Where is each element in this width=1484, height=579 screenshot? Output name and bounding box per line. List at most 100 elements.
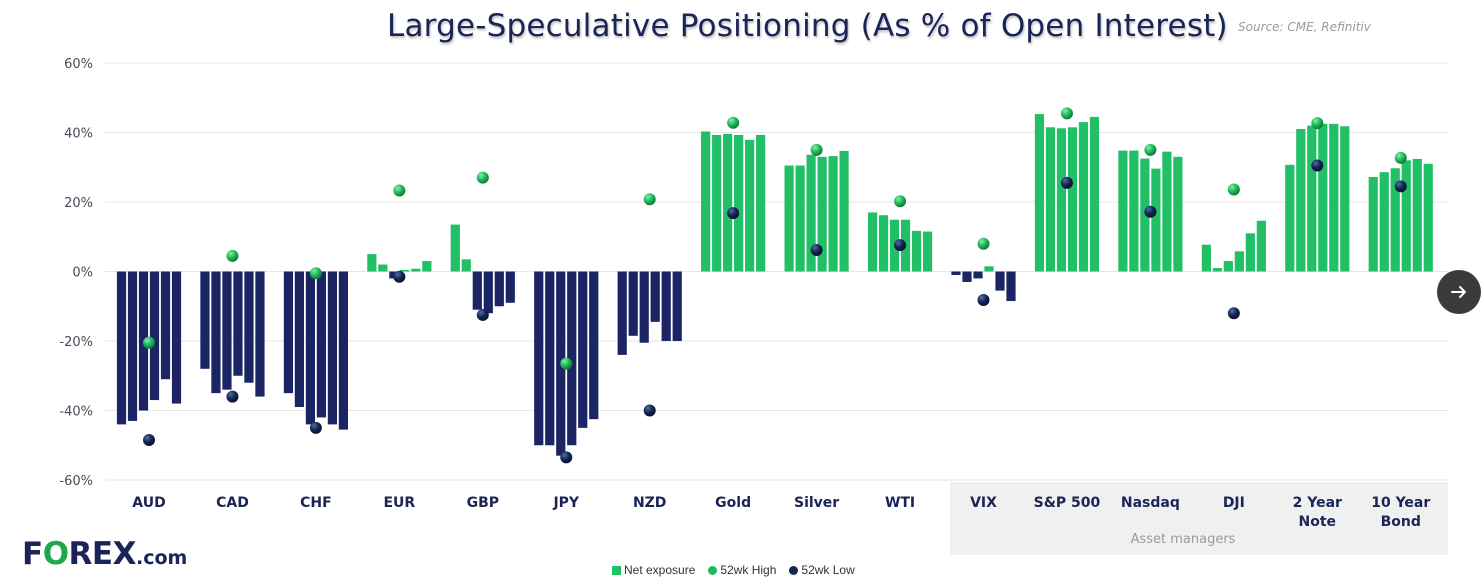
legend-net-label: Net exposure — [624, 563, 696, 577]
net-exposure-bar — [867, 212, 878, 272]
net-exposure-bar — [422, 261, 432, 272]
net-exposure-bar — [116, 271, 127, 425]
net-exposure-bar — [734, 134, 744, 272]
52wk-high-marker — [226, 249, 239, 262]
net-exposure-bar — [984, 266, 994, 272]
net-exposure-bar — [472, 271, 482, 310]
net-exposure-bar — [505, 271, 515, 303]
x-category-label: Nasdaq — [1121, 495, 1180, 511]
net-exposure-bar — [483, 271, 493, 314]
legend-52wk-high: 52wk High — [708, 563, 776, 577]
y-tick-label: -20% — [59, 335, 93, 350]
52wk-low-marker — [309, 421, 322, 434]
x-category-label: WTI — [885, 495, 915, 511]
net-exposure-bar — [233, 271, 243, 376]
52wk-high-marker — [727, 116, 740, 129]
net-exposure-bar — [672, 271, 682, 341]
net-exposure-bar — [839, 150, 849, 272]
x-category-label: CAD — [216, 495, 249, 511]
y-tick-label: 40% — [64, 127, 93, 142]
52wk-high-marker — [894, 195, 907, 208]
52wk-high-marker — [643, 193, 656, 206]
net-exposure-bar — [784, 165, 794, 272]
52wk-low-marker — [1227, 307, 1240, 320]
x-category-label: GBP — [467, 495, 499, 511]
net-exposure-bar — [294, 271, 304, 408]
net-exposure-bar — [995, 271, 1005, 291]
net-exposure-bar — [1173, 156, 1183, 272]
legend-net-exposure: Net exposure — [612, 563, 695, 577]
y-tick-label: 20% — [64, 196, 93, 211]
52wk-low-marker — [476, 308, 489, 321]
y-axis-ticks: 60% 40% 20% 0% -20% -40% -60% — [59, 57, 93, 489]
legend-high-label: 52wk High — [720, 563, 777, 577]
net-exposure-bar — [745, 139, 755, 272]
net-exposure-bar — [589, 271, 599, 420]
net-exposure-bar — [962, 271, 972, 282]
net-exposure-bar — [973, 271, 983, 279]
52wk-low-marker — [226, 390, 239, 403]
net-exposure-bar — [171, 271, 182, 404]
net-exposure-bar — [450, 224, 460, 272]
52wk-low-marker — [1060, 176, 1073, 189]
x-category-label: EUR — [383, 495, 415, 511]
x-category-label: 10 Year — [1371, 495, 1430, 511]
net-exposure-bar — [1401, 160, 1411, 272]
x-category-label: Gold — [715, 495, 751, 511]
net-exposure-bar — [1307, 125, 1317, 272]
52wk-high-marker — [476, 171, 489, 184]
x-category-label: CHF — [300, 495, 332, 511]
net-exposure-bar — [222, 271, 232, 390]
net-exposure-bar — [378, 264, 388, 272]
net-exposure-bar — [817, 156, 827, 272]
net-exposure-bar — [723, 133, 733, 272]
net-exposure-bar — [316, 271, 326, 418]
net-exposure-bar — [1256, 220, 1266, 272]
net-exposure-bar — [806, 154, 816, 272]
net-exposure-bar — [756, 134, 766, 272]
net-exposure-bar — [701, 131, 711, 272]
net-exposure-bar — [617, 271, 627, 355]
net-exposure-bar — [1340, 126, 1350, 272]
x-category-label: NZD — [633, 495, 667, 511]
net-exposure-bar — [160, 271, 171, 380]
next-button[interactable] — [1437, 270, 1481, 314]
net-exposure-swatch-icon — [612, 565, 621, 575]
52wk-high-marker — [1227, 183, 1240, 196]
net-exposure-bar — [244, 271, 254, 383]
net-exposure-bar — [211, 271, 221, 394]
x-category-label: Silver — [794, 495, 839, 511]
net-exposure-bar — [1201, 244, 1211, 272]
net-exposure-bar — [545, 271, 555, 446]
logo-text-o: O — [42, 536, 69, 572]
x-category-label: S&P 500 — [1034, 495, 1101, 511]
52wk-high-marker — [560, 357, 573, 370]
legend-52wk-low: 52wk Low — [789, 563, 855, 577]
net-exposure-bar — [1151, 168, 1161, 272]
net-exposure-bar — [494, 271, 504, 307]
net-exposure-bar — [828, 156, 838, 272]
x-category-label: JPY — [552, 495, 579, 511]
52wk-low-marker — [1311, 159, 1324, 172]
net-exposure-bar — [1379, 172, 1389, 272]
net-exposure-bar — [1368, 176, 1378, 272]
net-exposure-bar — [1285, 164, 1295, 272]
y-tick-label: -60% — [59, 474, 93, 489]
net-exposure-bar — [951, 271, 961, 275]
net-exposure-bar — [922, 231, 933, 272]
y-tick-label: -40% — [59, 405, 93, 420]
52wk-high-marker — [1394, 151, 1407, 164]
markers — [143, 107, 1407, 464]
net-exposure-bar — [305, 271, 315, 425]
52wk-low-marker — [727, 207, 740, 220]
52wk-high-marker — [393, 184, 406, 197]
52wk-high-marker — [1311, 117, 1324, 130]
asset-managers-label: Asset managers — [1131, 532, 1236, 547]
logo-text-f: F — [22, 536, 43, 572]
x-category-label: 2 Year — [1293, 495, 1342, 511]
net-exposure-bar — [1129, 150, 1139, 272]
net-exposure-bar — [650, 271, 660, 322]
x-category-label: Bond — [1381, 514, 1421, 530]
net-exposure-bar — [255, 271, 265, 397]
